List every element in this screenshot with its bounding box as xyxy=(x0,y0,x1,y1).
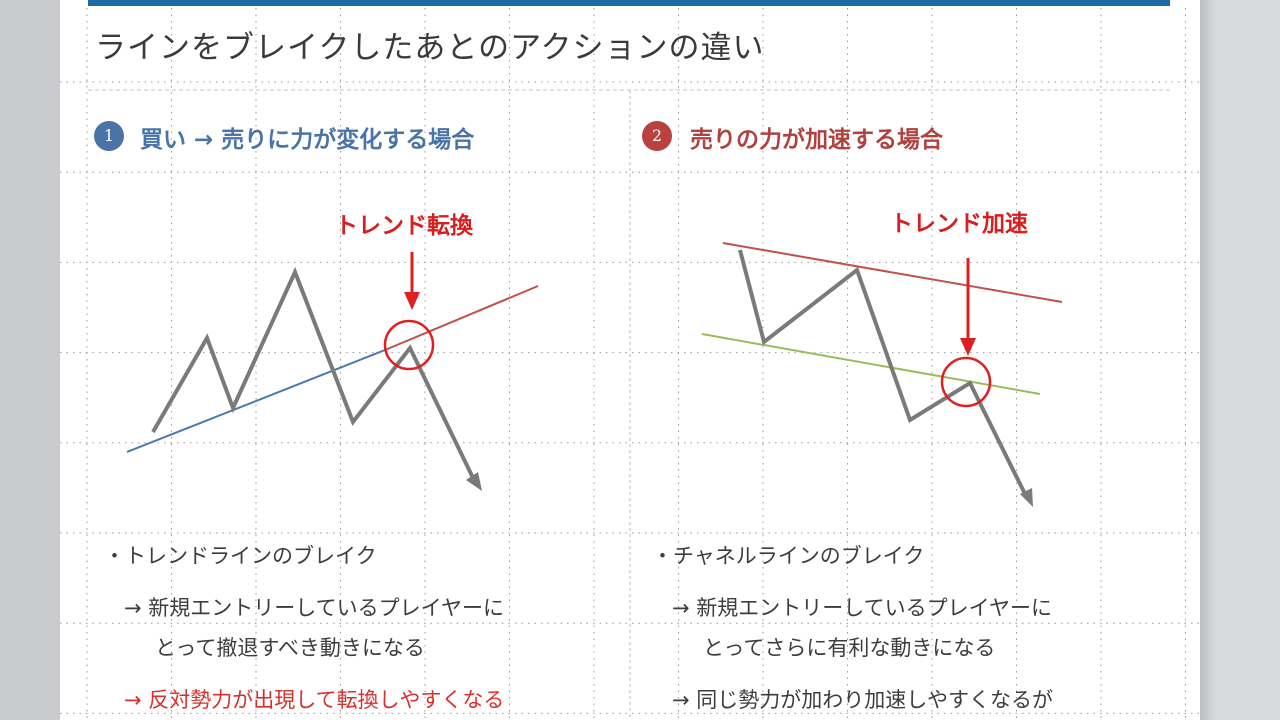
slide-title: ラインをブレイクしたあとのアクションの違い xyxy=(95,30,765,66)
trendline-broken xyxy=(384,285,539,351)
section-number-badge: 1 xyxy=(94,121,124,151)
price-path-2 xyxy=(738,249,1029,499)
grid-lines xyxy=(60,8,1200,720)
trendline-support xyxy=(126,349,386,453)
bullet-text: ・トレンドラインのブレイク xyxy=(104,544,377,568)
price-path-1 xyxy=(151,266,477,483)
body-text: とってさらに有利な動きになる xyxy=(703,636,996,660)
section-heading: 買い → 売りに力が変化する場合 xyxy=(140,127,475,153)
arrow-down-icon xyxy=(1020,488,1033,507)
arrow-down-icon xyxy=(466,472,482,491)
body-text: とって撤退すべき動きになる xyxy=(155,636,425,660)
channel-upper-line xyxy=(722,242,1063,303)
callout-arrowhead-icon xyxy=(960,338,976,356)
break-point-circle xyxy=(383,319,435,371)
body-text: → 新規エントリーしているプレイヤーに xyxy=(672,596,1053,620)
callout-label: トレンド加速 xyxy=(890,211,1028,237)
bullet-text: ・チャネルラインのブレイク xyxy=(652,544,925,568)
body-text: → 同じ勢力が加わり加速しやすくなるが xyxy=(672,688,1054,712)
channel-lower-line xyxy=(701,333,1041,395)
section-number-badge: 2 xyxy=(642,121,672,151)
callout-label: トレンド転換 xyxy=(335,213,473,239)
title-accent-bar xyxy=(88,0,1170,6)
body-text: → 新規エントリーしているプレイヤーに xyxy=(124,596,505,620)
callout-arrowhead-icon xyxy=(404,292,420,310)
body-text-highlight: → 反対勢力が出現して転換しやすくなる xyxy=(124,688,505,712)
scrollbar-area[interactable] xyxy=(1200,0,1280,720)
break-point-circle xyxy=(940,356,992,408)
section-heading: 売りの力が加速する場合 xyxy=(690,127,943,153)
